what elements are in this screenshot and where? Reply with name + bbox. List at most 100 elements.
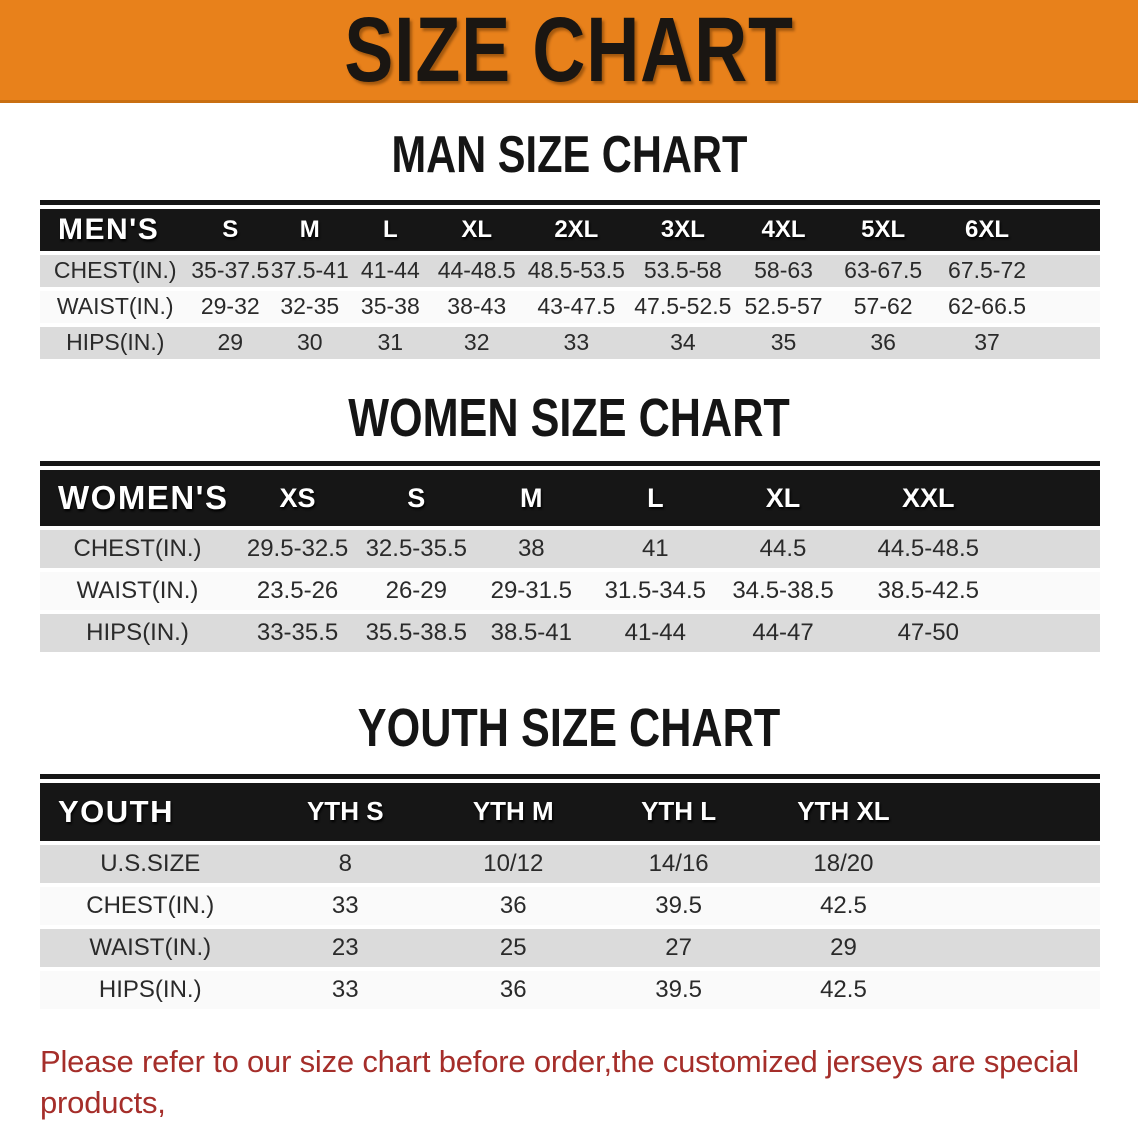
size-value: 42.5 (760, 886, 927, 925)
spacer-cell (1010, 572, 1100, 611)
row-label: HIPS(IN.) (40, 970, 261, 1009)
youth-size-table: YOUTH YTH S YTH M YTH L YTH XL U.S.SIZE 8 10/12… (40, 779, 1100, 1013)
spacer-cell (1039, 326, 1100, 359)
column-header: 2XL (522, 208, 631, 251)
row-label: WAIST(IN.) (40, 290, 191, 323)
size-value: 52.5-57 (735, 290, 832, 323)
size-value: 29-32 (190, 290, 271, 323)
row-label: HIPS(IN.) (40, 614, 236, 653)
table-title: WOMEN'S (40, 470, 236, 527)
disclaimer-text: Please refer to our size chart before or… (40, 1041, 1118, 1132)
size-value: 41-44 (590, 614, 721, 653)
size-value: 35.5-38.5 (360, 614, 473, 653)
column-header: 6XL (934, 208, 1040, 251)
size-value: 58-63 (735, 254, 832, 287)
size-value: 62-66.5 (934, 290, 1040, 323)
column-header: XS (235, 470, 361, 527)
size-value: 67.5-72 (934, 254, 1040, 287)
size-value: 38.5-42.5 (845, 572, 1011, 611)
table-title: MEN'S (40, 208, 191, 251)
size-value: 43-47.5 (522, 290, 631, 323)
youth-size-table-wrap: YOUTH YTH S YTH M YTH L YTH XL U.S.SIZE 8 10/12… (40, 773, 1100, 1013)
size-value: 32 (431, 326, 523, 359)
column-header: XL (720, 470, 846, 527)
women-size-table: WOMEN'S XS S M L XL XXL CHEST(IN.) 29.5-32.5 32.5… (40, 466, 1100, 656)
size-value: 41 (590, 530, 721, 569)
size-value: 32.5-35.5 (360, 530, 473, 569)
men-section-heading: MAN SIZE CHART (0, 128, 1138, 183)
size-value: 35-38 (349, 290, 432, 323)
row-label: WAIST(IN.) (40, 572, 236, 611)
size-value: 41-44 (349, 254, 432, 287)
table-row: CHEST(IN.) 29.5-32.5 32.5-35.5 38 41 44.5 44.5… (40, 530, 1100, 569)
row-label: HIPS(IN.) (40, 326, 191, 359)
size-value: 29 (760, 928, 927, 967)
column-header: YTH L (596, 782, 761, 841)
table-header-row: MEN'S S M L XL 2XL 3XL 4XL 5XL 6XL (40, 208, 1100, 251)
size-value: 8 (260, 844, 431, 883)
column-header: S (360, 470, 473, 527)
spacer-cell (1039, 208, 1100, 251)
women-section-heading: WOMEN SIZE CHART (0, 389, 1138, 447)
women-size-table-wrap: WOMEN'S XS S M L XL XXL CHEST(IN.) 29.5-32.5 32.5… (40, 461, 1100, 656)
disclaimer-line-2: we don't accept cancel, change, teturn o… (40, 1123, 1118, 1132)
spacer-cell (926, 970, 1100, 1009)
column-header: YTH XL (760, 782, 927, 841)
size-value: 33 (260, 970, 431, 1009)
size-value: 29-31.5 (472, 572, 591, 611)
size-value: 33-35.5 (235, 614, 361, 653)
size-value: 31.5-34.5 (590, 572, 721, 611)
column-header: 5XL (831, 208, 935, 251)
size-value: 29.5-32.5 (235, 530, 361, 569)
size-value: 47-50 (845, 614, 1011, 653)
table-row: HIPS(IN.) 29 30 31 32 33 34 35 36 37 (40, 326, 1100, 359)
size-value: 33 (522, 326, 631, 359)
size-value: 44.5 (720, 530, 846, 569)
size-value: 29 (190, 326, 271, 359)
column-header: XL (431, 208, 523, 251)
size-value: 36 (430, 886, 597, 925)
row-label: WAIST(IN.) (40, 928, 261, 967)
row-label: CHEST(IN.) (40, 254, 191, 287)
spacer-cell (926, 928, 1100, 967)
spacer-cell (1010, 470, 1100, 527)
size-value: 23 (260, 928, 431, 967)
size-value: 38-43 (431, 290, 523, 323)
size-value: 48.5-53.5 (522, 254, 631, 287)
table-header-row: YOUTH YTH S YTH M YTH L YTH XL (40, 782, 1100, 841)
size-value: 57-62 (831, 290, 935, 323)
size-value: 34.5-38.5 (720, 572, 846, 611)
size-value: 36 (430, 970, 597, 1009)
spacer-cell (1010, 530, 1100, 569)
table-row: CHEST(IN.) 35-37.5 37.5-41 41-44 44-48.5 48.5… (40, 254, 1100, 287)
size-value: 27 (596, 928, 761, 967)
size-value: 25 (430, 928, 597, 967)
spacer-cell (1039, 254, 1100, 287)
size-value: 38.5-41 (472, 614, 591, 653)
size-value: 39.5 (596, 970, 761, 1009)
size-value: 47.5-52.5 (630, 290, 736, 323)
column-header: L (349, 208, 432, 251)
table-row: WAIST(IN.) 29-32 32-35 35-38 38-43 43-47.5 47.… (40, 290, 1100, 323)
size-value: 31 (349, 326, 432, 359)
table-row: U.S.SIZE 8 10/12 14/16 18/20 (40, 844, 1100, 883)
row-label: CHEST(IN.) (40, 530, 236, 569)
column-header: YTH M (430, 782, 597, 841)
size-value: 42.5 (760, 970, 927, 1009)
table-row: WAIST(IN.) 23 25 27 29 (40, 928, 1100, 967)
men-size-table: MEN'S S M L XL 2XL 3XL 4XL 5XL 6XL CHEST(IN.) 35-37… (40, 205, 1100, 363)
size-value: 23.5-26 (235, 572, 361, 611)
size-value: 14/16 (596, 844, 761, 883)
column-header: M (472, 470, 591, 527)
spacer-cell (1039, 290, 1100, 323)
size-value: 35 (735, 326, 832, 359)
table-header-row: WOMEN'S XS S M L XL XXL (40, 470, 1100, 527)
size-value: 18/20 (760, 844, 927, 883)
size-value: 34 (630, 326, 736, 359)
table-row: CHEST(IN.) 33 36 39.5 42.5 (40, 886, 1100, 925)
banner-title: SIZE CHART (344, 0, 794, 101)
table-row: WAIST(IN.) 23.5-26 26-29 29-31.5 31.5-34.5 34… (40, 572, 1100, 611)
men-size-table-wrap: MEN'S S M L XL 2XL 3XL 4XL 5XL 6XL CHEST(IN.) 35-37… (40, 199, 1100, 363)
column-header: YTH S (260, 782, 431, 841)
